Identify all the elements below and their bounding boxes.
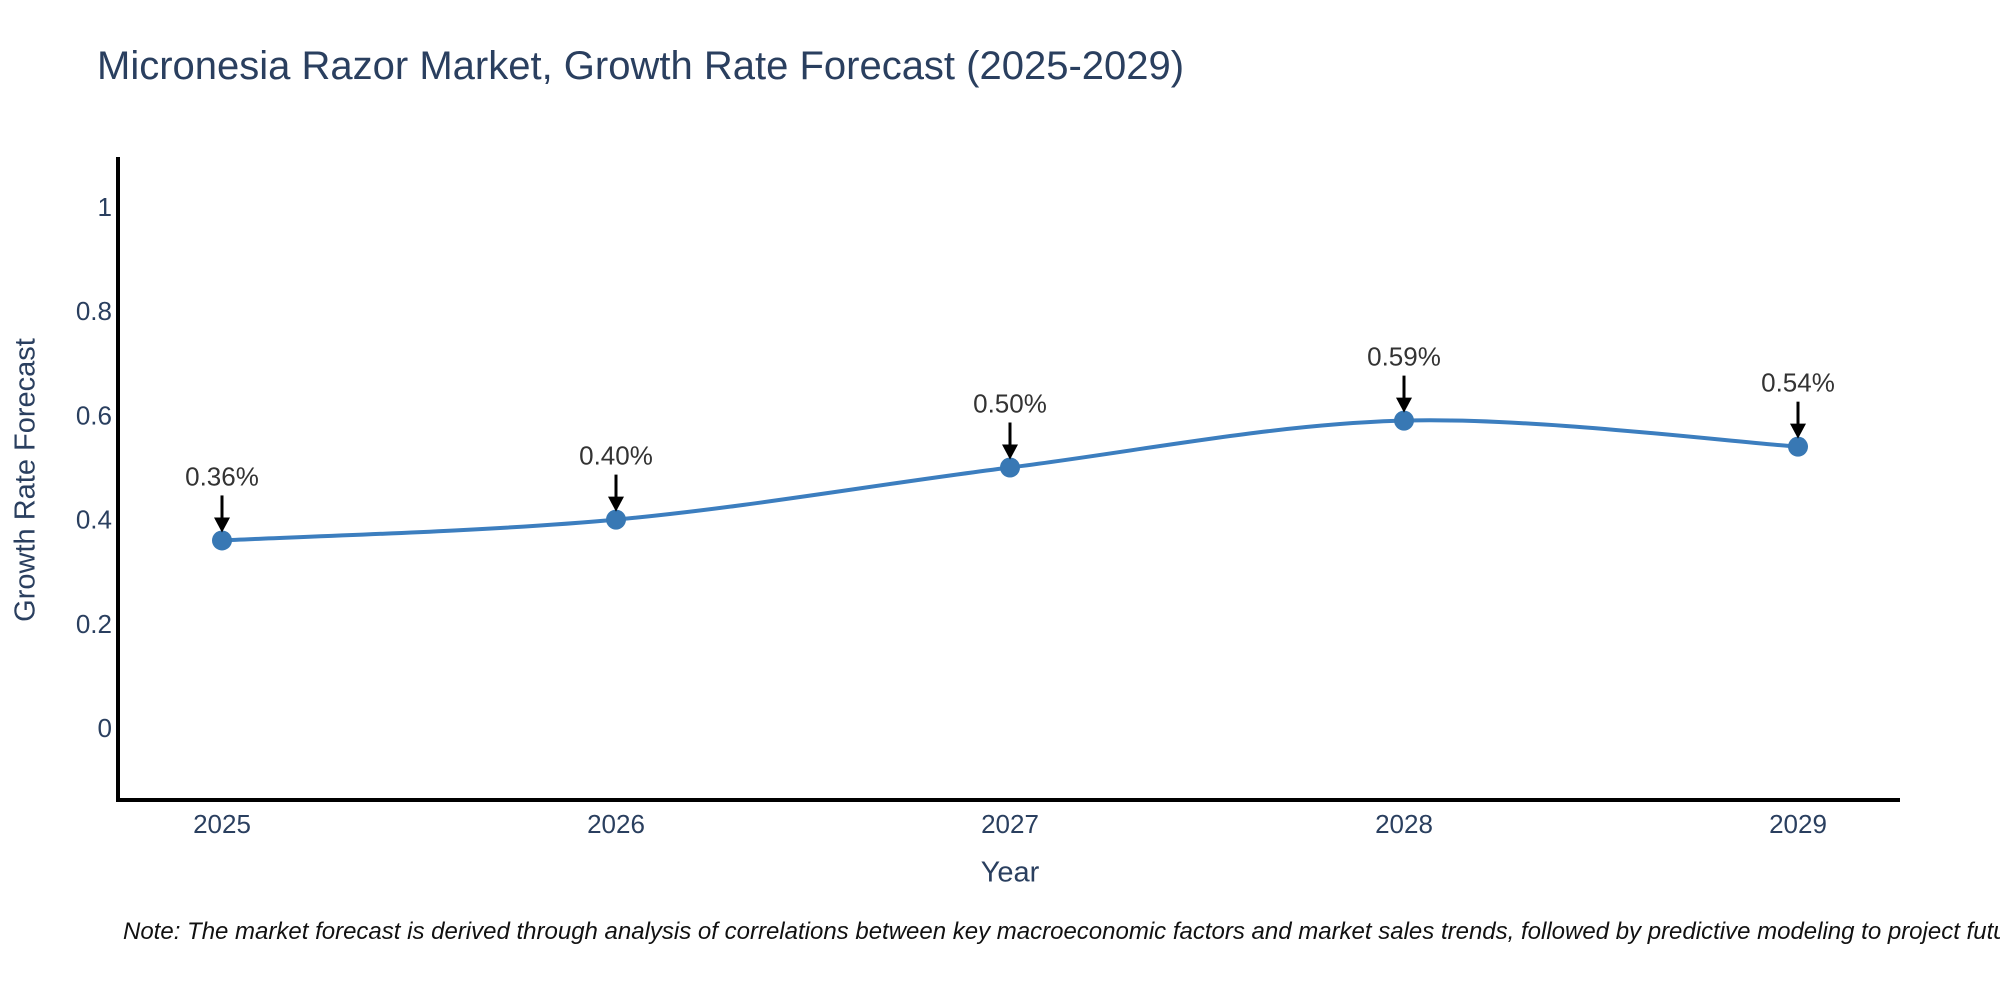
y-tick-label: 0.6	[76, 400, 112, 430]
point-annotations: 0.36% 0.40% 0.50% 0.59% 0.54%	[185, 342, 1835, 533]
x-tick-label: 2026	[587, 809, 645, 839]
annotation-label: 0.36%	[185, 461, 259, 491]
data-point-marker	[1788, 436, 1808, 457]
x-axis-title: Year	[980, 856, 1040, 889]
x-tick-label: 2027	[981, 809, 1039, 839]
data-point-marker	[1000, 457, 1020, 478]
axes	[116, 157, 1900, 802]
y-tick-label: 0.8	[76, 296, 112, 326]
y-axis-tick-labels: 1 0.8 0.6 0.4 0.2 0	[76, 192, 112, 743]
annotation-arrowhead	[1396, 397, 1412, 413]
annotation-arrowhead	[608, 496, 624, 512]
x-tick-label: 2025	[193, 809, 251, 839]
annotation-arrowhead	[1002, 444, 1018, 460]
data-point-marker	[606, 509, 626, 530]
footnote: Note: The market forecast is derived thr…	[123, 918, 2000, 945]
annotation-arrowhead	[214, 517, 230, 533]
y-tick-label: 0	[98, 713, 112, 743]
data-point-marker	[1394, 410, 1414, 431]
annotation-arrowhead	[1790, 423, 1806, 439]
line-series	[212, 410, 1808, 551]
y-tick-label: 0.4	[76, 505, 112, 535]
y-tick-label: 1	[98, 192, 112, 222]
y-axis-title: Growth Rate Forecast	[9, 338, 42, 622]
x-tick-label: 2029	[1769, 809, 1827, 839]
chart-title: Micronesia Razor Market, Growth Rate For…	[97, 44, 1185, 88]
x-tick-label: 2028	[1375, 809, 1433, 839]
y-tick-label: 0.2	[76, 609, 112, 639]
annotation-label: 0.40%	[579, 441, 653, 471]
annotation-label: 0.54%	[1761, 368, 1835, 398]
data-point-marker	[212, 530, 232, 551]
x-axis-tick-labels: 2025 2026 2027 2028 2029	[193, 809, 1827, 839]
annotation-label: 0.50%	[973, 389, 1047, 419]
annotation-label: 0.59%	[1367, 342, 1441, 372]
